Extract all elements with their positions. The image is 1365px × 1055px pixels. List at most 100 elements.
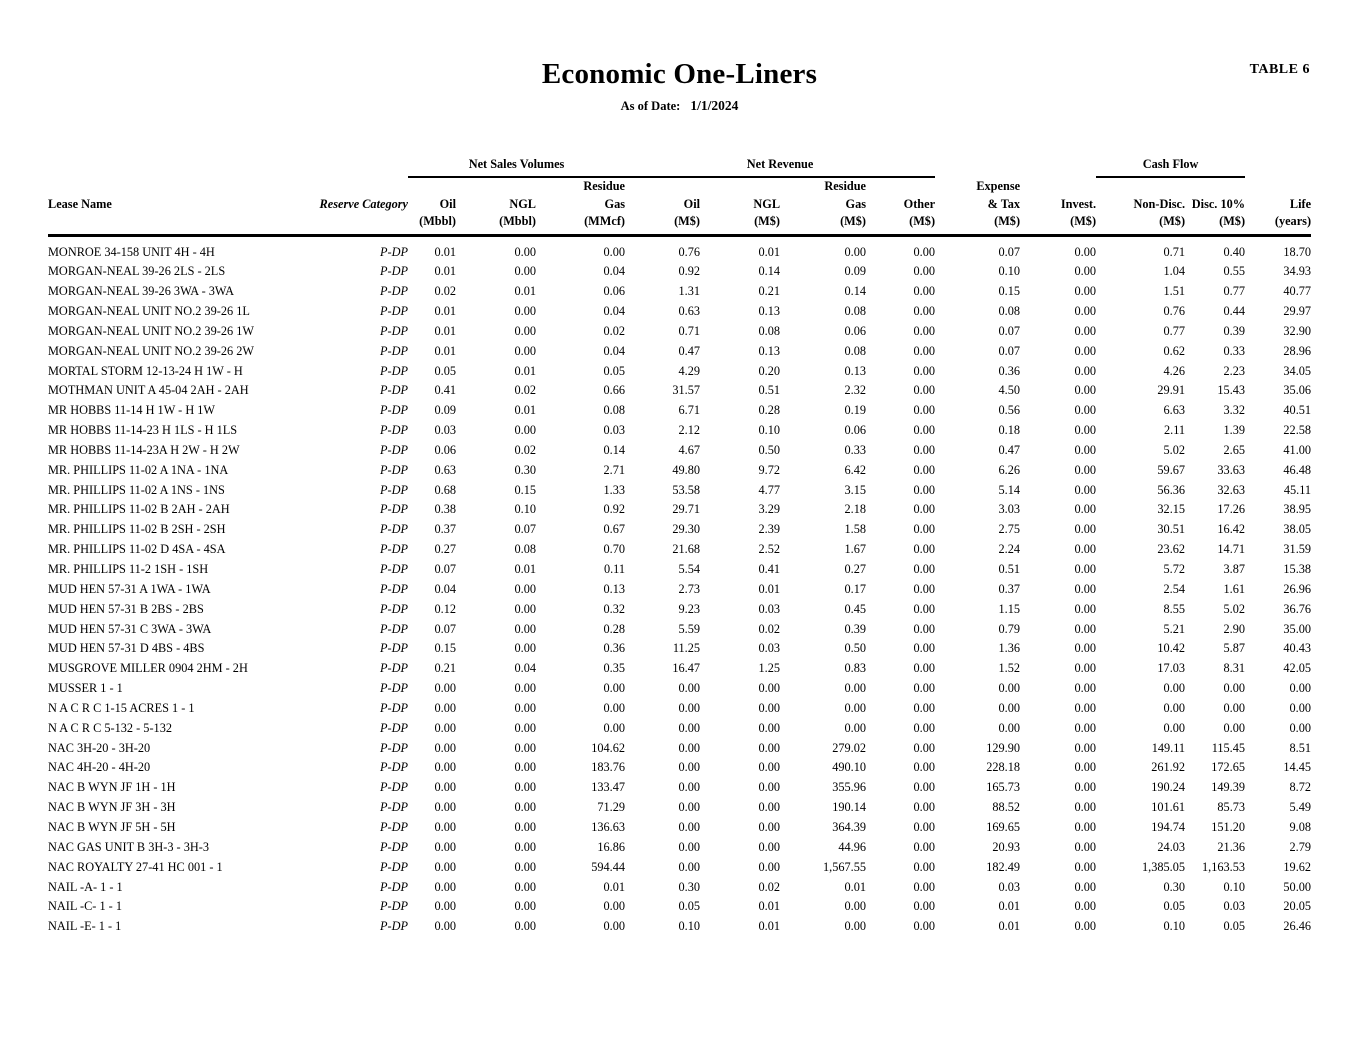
reserve-category-cell: P-DP [380,562,408,576]
table-row: MORGAN-NEAL UNIT NO.2 39-26 2W P-DP 0.01 0.… [48,342,1311,362]
table-row: MORGAN-NEAL 39-26 3WA - 3WA P-DP 0.02 0.01 0… [48,282,1311,302]
table-row: MUD HEN 57-31 A 1WA - 1WA P-DP 0.04 0.00 0.1… [48,580,1311,600]
table-row: MORGAN-NEAL 39-26 2LS - 2LS P-DP 0.01 0.00 0… [48,262,1311,282]
lease-name-cell: MR. PHILLIPS 11-02 A 1NA - 1NA [48,462,229,477]
reserve-category-cell: P-DP [380,800,408,815]
value-cell: 2.24 [998,542,1021,557]
value-cell: 0.00 [758,819,781,834]
value-cell: 0.00 [1074,462,1097,477]
economic-one-liners-table: Net Sales Volumes Net Revenue Cash Flow … [48,148,1312,937]
value-cell: 21.68 [672,542,701,557]
lease-name-cell: MR HOBBS 11-14 H 1W - H 1W [48,403,216,418]
value-cell: 0.63 [678,304,701,319]
value-cell: 2.11 [1163,423,1186,438]
value-cell: 0.00 [1074,641,1097,656]
value-cell: 0.32 [603,601,626,616]
header-life: Life (years) [1245,177,1312,237]
table-row: MUD HEN 57-31 D 4BS - 4BS P-DP 0.15 0.00 0.3… [48,639,1311,659]
value-cell: 0.00 [514,879,536,894]
value-cell: 15.38 [1283,562,1312,576]
value-cell: 0.00 [1074,621,1097,636]
value-cell: 59.67 [1157,462,1186,477]
table-row: MR. PHILLIPS 11-02 A 1NS - 1NS P-DP 0.68 0.… [48,481,1311,501]
value-cell: 0.01 [844,879,867,894]
value-cell: 0.30 [678,879,701,894]
lease-name-cell: MUD HEN 57-31 B 2BS - 2BS [48,601,204,616]
value-cell: 0.00 [603,919,626,934]
value-cell: 5.02 [1163,442,1186,457]
group-spacer [48,148,408,177]
lease-name-cell: MOTHMAN UNIT A 45-04 2AH - 2AH [48,383,249,398]
value-cell: 0.00 [913,819,936,834]
value-cell: 0.36 [603,641,626,656]
table-row: MR. PHILLIPS 11-02 D 4SA - 4SA P-DP 0.27 0.… [48,540,1311,560]
value-cell: 0.00 [434,879,456,894]
value-cell: 0.50 [758,442,781,457]
value-cell: 2.32 [844,383,867,398]
lease-name-cell: MR HOBBS 11-14-23 H 1LS - H 1LS [48,423,238,438]
value-cell: 0.13 [758,304,781,319]
value-cell: 23.62 [1157,542,1186,557]
value-cell: 0.71 [678,323,701,338]
value-cell: 0.39 [1223,323,1246,338]
value-cell: 0.00 [913,800,936,815]
value-cell: 0.00 [1074,522,1097,537]
value-cell: 0.21 [758,284,781,299]
reserve-category-cell: P-DP [380,462,408,477]
reserve-category-cell: P-DP [380,819,408,834]
column-header-row: Lease Name Reserve Category Oil (Mbbl) NG… [48,177,1312,237]
value-cell: 3.15 [844,482,867,497]
value-cell: 0.00 [514,740,536,755]
value-cell: 56.36 [1157,482,1186,497]
value-cell: 0.00 [434,760,456,775]
value-cell: 279.02 [832,740,867,755]
value-cell: 16.47 [672,661,701,676]
value-cell: 0.00 [678,760,701,775]
value-cell: 0.08 [998,304,1021,319]
value-cell: 0.10 [758,423,781,438]
value-cell: 0.01 [998,919,1021,934]
table-row: NAC B WYN JF 1H - 1H P-DP 0.00 0.00 133.47 0.… [48,778,1311,798]
table-row: MR HOBBS 11-14-23 H 1LS - H 1LS P-DP 0.03 0… [48,421,1311,441]
value-cell: 0.00 [1074,819,1097,834]
value-cell: 0.07 [998,244,1021,259]
value-cell: 490.10 [832,760,867,775]
value-cell: 0.00 [603,720,626,735]
group-cash-flow: Cash Flow [1096,148,1246,178]
value-cell: 0.00 [913,641,936,656]
value-cell: 1.33 [603,482,626,497]
value-cell: 0.33 [1223,343,1246,358]
value-cell: 0.04 [514,661,536,676]
value-cell: 0.00 [1289,681,1312,696]
reserve-category-cell: P-DP [380,343,408,358]
value-cell: 194.74 [1151,819,1186,834]
value-cell: 0.00 [434,899,456,914]
value-cell: 0.62 [1163,343,1186,358]
value-cell: 0.37 [998,581,1021,596]
value-cell: 2.12 [678,423,701,438]
value-cell: 0.07 [434,621,456,636]
value-cell: 0.00 [913,780,936,795]
value-cell: 0.00 [678,740,701,755]
value-cell: 0.00 [758,681,781,696]
value-cell: 0.00 [678,780,701,795]
value-cell: 0.05 [434,363,456,378]
value-cell: 0.00 [913,720,936,735]
value-cell: 0.00 [1074,661,1097,676]
table-number-label: TABLE 6 [1249,62,1310,77]
value-cell: 0.83 [844,661,867,676]
value-cell: 0.00 [1163,720,1186,735]
value-cell: 0.00 [514,819,536,834]
value-cell: 0.08 [844,304,867,319]
table-row: NAC B WYN JF 5H - 5H P-DP 0.00 0.00 136.63 0.… [48,818,1311,838]
value-cell: 0.02 [514,442,536,457]
value-cell: 2.75 [998,522,1021,537]
value-cell: 1,567.55 [822,859,867,874]
header-ngl-volume: NGL (Mbbl) [456,177,536,237]
reserve-category-cell: P-DP [380,700,408,715]
header-residue-gas-volume: Residue Gas (MMcf) [536,177,626,237]
value-cell: 0.10 [1223,879,1246,894]
lease-name-cell: MONROE 34-158 UNIT 4H - 4H [48,244,215,259]
value-cell: 0.00 [1074,363,1097,378]
value-cell: 0.00 [1074,244,1097,259]
